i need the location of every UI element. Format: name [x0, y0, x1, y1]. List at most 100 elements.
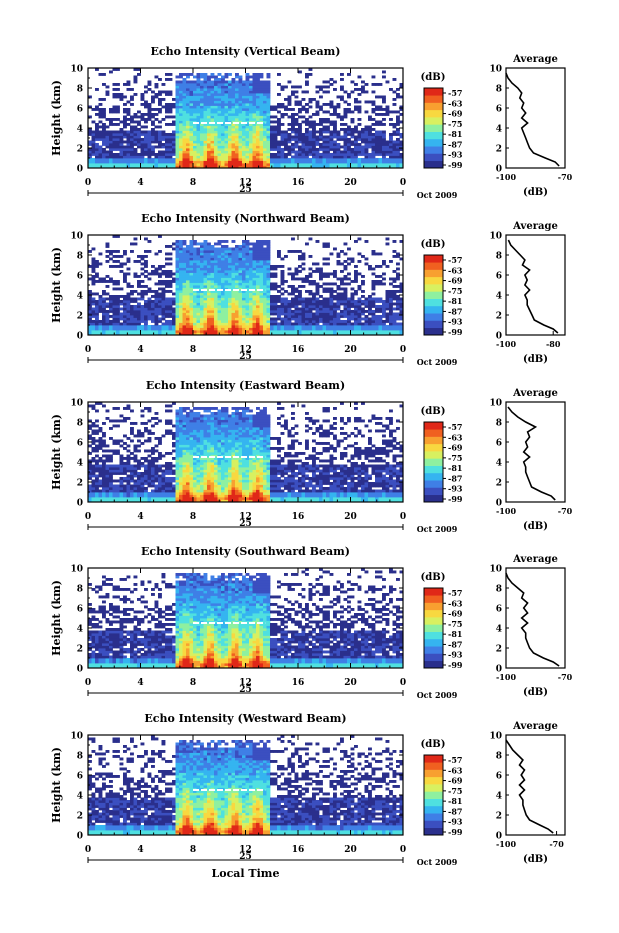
heatmap-cell: [249, 106, 253, 109]
heatmap-cell: [337, 103, 341, 106]
heatmap-cell: [386, 111, 390, 114]
heatmap-cell: [204, 76, 208, 79]
average-x-tick-label: -100: [496, 339, 516, 349]
heatmap-cell: [396, 156, 400, 159]
heatmap-cell: [256, 285, 260, 288]
heatmap-cell: [375, 131, 379, 134]
heatmap-cell: [382, 136, 386, 139]
heatmap-cell: [354, 101, 358, 104]
heatmap-cell: [200, 106, 204, 109]
heatmap-cell: [162, 118, 166, 121]
heatmap-cell: [340, 118, 344, 121]
heatmap-cell: [141, 151, 145, 154]
heatmap-cell: [169, 106, 173, 109]
heatmap-cell: [169, 308, 173, 311]
heatmap-cell: [368, 128, 372, 131]
heatmap-cell: [253, 295, 257, 298]
heatmap-cell: [197, 93, 201, 96]
heatmap-cell: [106, 118, 110, 121]
heatmap-cell: [193, 295, 197, 298]
heatmap-cell: [92, 151, 96, 154]
heatmap-cell: [295, 250, 299, 253]
heatmap-cell: [256, 313, 260, 316]
heatmap-cell: [116, 148, 120, 151]
heatmap-cell: [211, 88, 215, 91]
heatmap-cell: [277, 123, 281, 126]
heatmap-cell: [253, 83, 257, 86]
heatmap-cell: [246, 93, 250, 96]
heatmap-cell: [148, 156, 152, 159]
heatmap-cell: [190, 320, 194, 323]
heatmap-cell: [309, 101, 313, 104]
heatmap-cell: [274, 268, 278, 271]
heatmap-cell: [365, 305, 369, 308]
heatmap-cell: [95, 305, 99, 308]
heatmap-cell: [148, 318, 152, 321]
heatmap-cell: [183, 270, 187, 273]
heatmap-cell: [295, 310, 299, 313]
heatmap-cell: [344, 293, 348, 296]
heatmap-cell: [172, 298, 176, 301]
heatmap-cell: [358, 151, 362, 154]
heatmap-cell: [176, 273, 180, 276]
heatmap-cell: [263, 88, 267, 91]
heatmap-cell: [225, 81, 229, 84]
heatmap-cell: [190, 275, 194, 278]
heatmap-cell: [102, 116, 106, 119]
heatmap-cell: [330, 293, 334, 296]
heatmap-cell: [172, 273, 176, 276]
heatmap-cell: [347, 320, 351, 323]
colorbar-swatch: [424, 132, 443, 140]
heatmap-cell: [232, 330, 236, 333]
heatmap-cell: [95, 133, 99, 136]
heatmap-cell: [246, 318, 250, 321]
heatmap-cell: [200, 293, 204, 296]
heatmap-cell: [102, 325, 106, 328]
heatmap-cell: [155, 330, 159, 333]
heatmap-cell: [200, 101, 204, 104]
heatmap-cell: [190, 290, 194, 293]
heatmap-cell: [358, 108, 362, 111]
heatmap-cell: [211, 308, 215, 311]
heatmap-cell: [211, 93, 215, 96]
heatmap-cell: [246, 143, 250, 146]
heatmap-cell: [165, 161, 169, 164]
heatmap-cell: [207, 138, 211, 141]
heatmap-cell: [249, 96, 253, 99]
heatmap-cell: [337, 320, 341, 323]
heatmap-cell: [372, 91, 376, 94]
heatmap-cell: [358, 88, 362, 91]
heatmap-cell: [239, 293, 243, 296]
heatmap-cell: [218, 323, 222, 326]
heatmap-cell: [382, 313, 386, 316]
heatmap-cell: [137, 116, 141, 119]
heatmap-cell: [284, 280, 288, 283]
heatmap-cell: [186, 253, 190, 256]
heatmap-cell: [172, 293, 176, 296]
heatmap-cell: [270, 141, 274, 144]
heatmap-cell: [151, 265, 155, 268]
heatmap-cell: [256, 91, 260, 94]
heatmap-cell: [141, 318, 145, 321]
heatmap-cell: [211, 275, 215, 278]
heatmap-cell: [396, 158, 400, 161]
heatmap-cell: [270, 146, 274, 149]
heatmap-cell: [260, 153, 264, 156]
heatmap-cell: [277, 93, 281, 96]
heatmap-cell: [193, 298, 197, 301]
heatmap-cell: [333, 143, 337, 146]
heatmap-cell: [218, 91, 222, 94]
heatmap-cell: [326, 320, 330, 323]
heatmap-cell: [218, 98, 222, 101]
y-tick-label: 4: [77, 125, 83, 135]
heatmap-cell: [246, 86, 250, 89]
heatmap-cell: [228, 315, 232, 318]
heatmap-cell: [225, 298, 229, 301]
heatmap-cell: [256, 303, 260, 306]
heatmap-cell: [312, 323, 316, 326]
heatmap-cell: [116, 96, 120, 99]
heatmap-cell: [200, 131, 204, 134]
heatmap-cell: [302, 318, 306, 321]
heatmap-cell: [218, 303, 222, 306]
heatmap-cell: [211, 303, 215, 306]
